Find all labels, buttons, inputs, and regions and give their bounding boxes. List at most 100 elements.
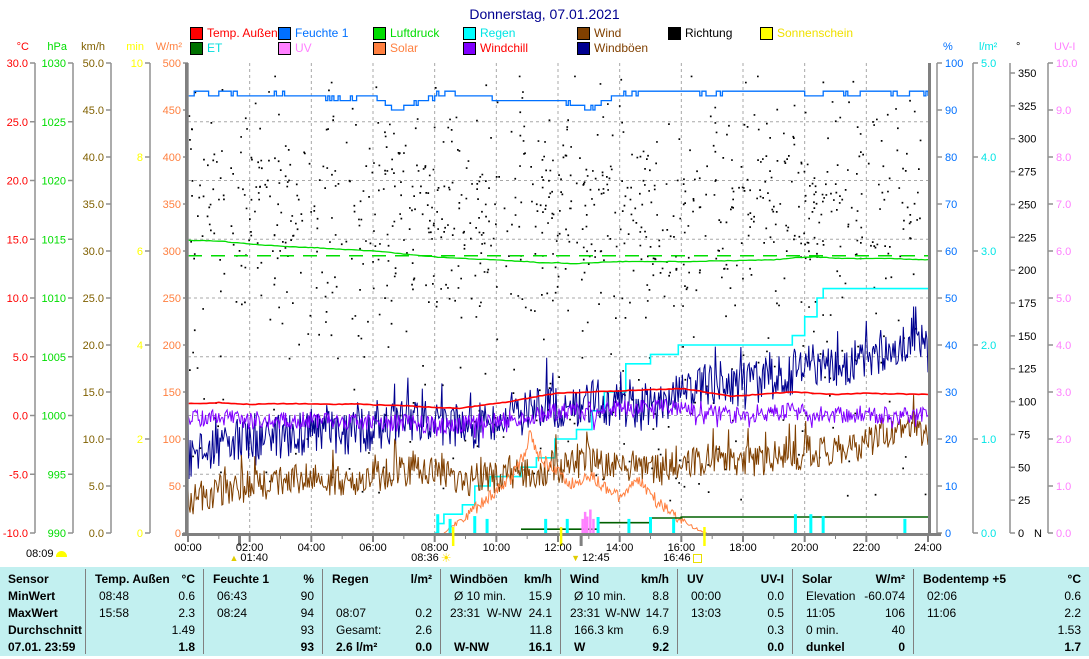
axis-tick-label: 175 xyxy=(1018,298,1036,310)
axis-tick-label: 225 xyxy=(1018,232,1036,244)
table-cell: 15:582.3 xyxy=(85,604,203,621)
axis-tick-label: 60 xyxy=(945,246,957,258)
table-cell: 0 min.40 xyxy=(792,621,913,638)
axis-tick-label: 5.0 xyxy=(13,352,28,364)
axis-tick-label: 1015 xyxy=(42,234,66,246)
axis-tick-label: 1.0 xyxy=(1056,481,1071,493)
stats-column-bodentemp-5: Bodentemp +5°C02:060.611:062.21.531.7 xyxy=(913,567,1089,656)
table-cell: 1.8 xyxy=(85,638,203,655)
axis-tick-label: 50.0 xyxy=(83,58,104,70)
table-cell: 11:05106 xyxy=(792,604,913,621)
table-cell xyxy=(322,587,440,604)
axis-tick-label: 450 xyxy=(163,105,181,117)
x-axis-label: 16:00 xyxy=(668,542,696,554)
axis-tick-label: 275 xyxy=(1018,167,1036,179)
x-axis-label: 20:00 xyxy=(791,542,819,554)
axis-tick-label: 50 xyxy=(169,481,181,493)
axis-tick-label: 8.0 xyxy=(1056,152,1071,164)
axis-tick-label: 125 xyxy=(1018,364,1036,376)
x-axis-label: 06:00 xyxy=(359,542,387,554)
axis-tick-label: 40 xyxy=(945,340,957,352)
axis-tick-label: 1025 xyxy=(42,117,66,129)
axis-tick-label: 5.0 xyxy=(89,481,104,493)
axis-tick-label: 70 xyxy=(945,199,957,211)
axis-tick-label: 8 xyxy=(137,152,143,164)
x-axis-label: 10:00 xyxy=(483,542,511,554)
table-cell: Elevation-60.074 xyxy=(792,587,913,604)
axis-unit-label: min xyxy=(126,41,144,53)
stats-column-feuchte-1: Feuchte 1%06:439008:24949393 xyxy=(203,567,322,656)
table-column-divider xyxy=(792,569,793,654)
axis-tick-label: 0 xyxy=(945,528,951,540)
table-cell: 166.3 km6.9 xyxy=(560,621,677,638)
table-column-divider xyxy=(203,569,204,654)
axis-tick-label: 30 xyxy=(945,387,957,399)
axis-unit-label: l/m² xyxy=(979,41,998,53)
axis-tick-label: 400 xyxy=(163,152,181,164)
table-cell: dunkel0 xyxy=(792,638,913,655)
axis-tick-label: 90 xyxy=(945,105,957,117)
axis-tick-label: 20.0 xyxy=(83,340,104,352)
axis-tick-label: 1010 xyxy=(42,293,66,305)
axis-tick-label: 1000 xyxy=(42,411,66,423)
axis-tick-label: -10.0 xyxy=(3,528,28,540)
table-cell: W-NW16.1 xyxy=(440,638,560,655)
column-header: SolarW/m² xyxy=(792,570,913,587)
weather-station-page: Donnerstag, 07.01.2021 Temp. AußenFeucht… xyxy=(0,0,1089,659)
axis-tick-label: 0.0 xyxy=(981,528,996,540)
table-cell: Ø 10 min.8.8 xyxy=(560,587,677,604)
table-cell: 1.49 xyxy=(85,621,203,638)
axis-tick-label: 100 xyxy=(945,58,963,70)
table-cell: 08:2494 xyxy=(203,604,322,621)
table-cell: 93 xyxy=(203,621,322,638)
stats-column-regen: Regenl/m²08:070.2Gesamt:2.62.6 l/m²0.0 xyxy=(322,567,440,656)
axis-unit-label: °C xyxy=(17,41,29,53)
axis-tick-label: 5.0 xyxy=(1056,293,1071,305)
axis-tick-label: 40.0 xyxy=(83,152,104,164)
axis-unit-label: ° xyxy=(1016,41,1020,53)
column-header: Windböenkm/h xyxy=(440,570,560,587)
axis-tick-label: 0 xyxy=(1018,528,1024,540)
table-cell: 02:060.6 xyxy=(913,587,1089,604)
axis-tick-label: 500 xyxy=(163,58,181,70)
axis-tick-label: 100 xyxy=(163,434,181,446)
axis-tick-label: 200 xyxy=(1018,265,1036,277)
axis-tick-label: 80 xyxy=(945,152,957,164)
table-cell: 0.3 xyxy=(677,621,792,638)
column-header: Windkm/h xyxy=(560,570,677,587)
axis-unit-label: hPa xyxy=(47,41,67,53)
axis-tick-label: 0.0 xyxy=(1056,528,1071,540)
axis-tick-label: 300 xyxy=(163,246,181,258)
column-header: Temp. Außen°C xyxy=(85,570,203,587)
table-cell: 11:062.2 xyxy=(913,604,1089,621)
column-header: UVUV-I xyxy=(677,570,792,587)
x-axis-label: 18:00 xyxy=(729,542,757,554)
axis-tick-label: 7.0 xyxy=(1056,199,1071,211)
axis-tick-label: 1020 xyxy=(42,176,66,188)
axis-tick-label: 10.0 xyxy=(83,434,104,446)
axis-tick-label: 4.0 xyxy=(981,152,996,164)
axis-tick-label: 2.0 xyxy=(1056,434,1071,446)
table-cell: 08:070.2 xyxy=(322,604,440,621)
x-axis-label: 22:00 xyxy=(853,542,881,554)
axis-tick-label: 3.0 xyxy=(981,246,996,258)
row-label: MaxWert xyxy=(0,604,85,621)
x-axis-label: 02:00 xyxy=(236,542,264,554)
table-cell: 23:31W-NW24.1 xyxy=(440,604,560,621)
axis-tick-label: 150 xyxy=(1018,331,1036,343)
row-label: Durchschnitt xyxy=(0,621,85,638)
axis-tick-label: 10.0 xyxy=(7,293,28,305)
axis-tick-label: 250 xyxy=(1018,199,1036,211)
row-label: MinWert xyxy=(0,587,85,604)
table-column-divider xyxy=(677,569,678,654)
table-cell: 23:31W-NW14.7 xyxy=(560,604,677,621)
table-cell: Gesamt:2.6 xyxy=(322,621,440,638)
table-cell: 08:480.6 xyxy=(85,587,203,604)
axis-tick-label: 20.0 xyxy=(7,176,28,188)
axis-tick-label: 45.0 xyxy=(83,105,104,117)
axis-tick-label: 1.0 xyxy=(981,434,996,446)
stats-column-solar: SolarW/m²Elevation-60.07411:051060 min.4… xyxy=(792,567,913,656)
stats-column-uv: UVUV-I00:000.013:030.50.30.0 xyxy=(677,567,792,656)
axis-tick-label: 1005 xyxy=(42,352,66,364)
axis-tick-label: 0.0 xyxy=(13,411,28,423)
